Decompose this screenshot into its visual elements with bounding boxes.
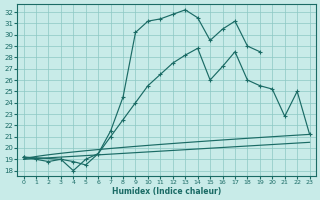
X-axis label: Humidex (Indice chaleur): Humidex (Indice chaleur): [112, 187, 221, 196]
